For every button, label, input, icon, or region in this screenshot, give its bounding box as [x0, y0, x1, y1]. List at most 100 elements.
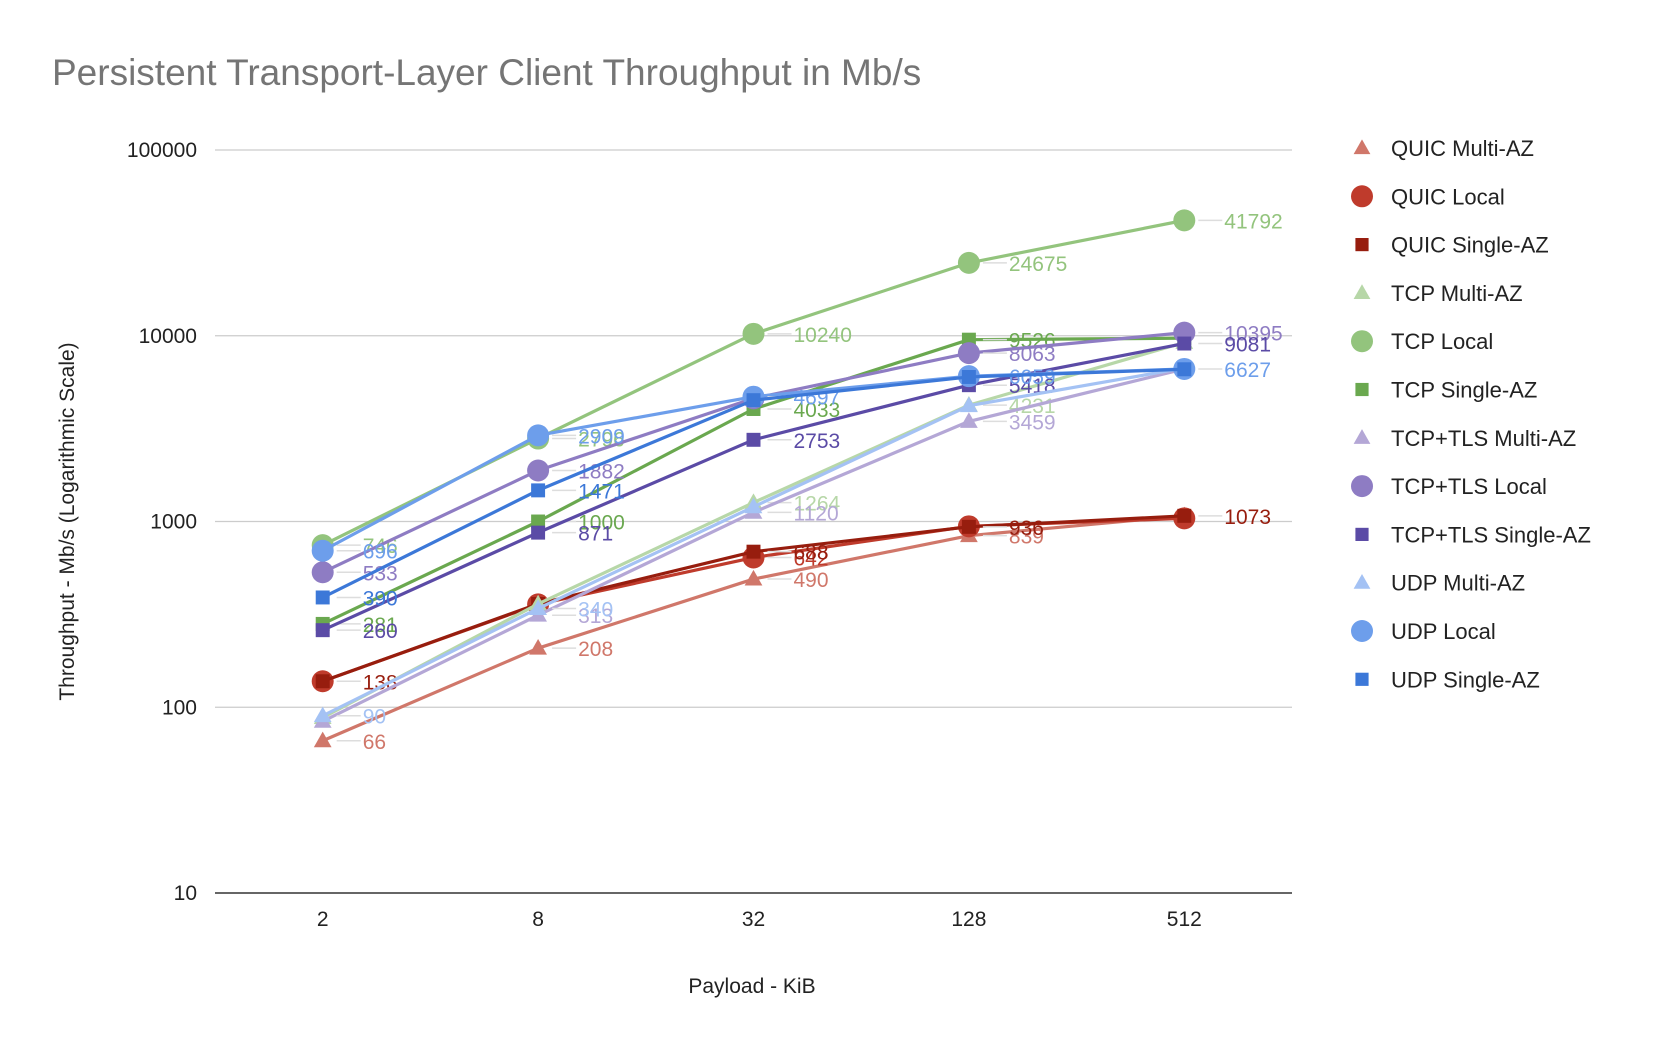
- data-label: 10240: [794, 324, 852, 347]
- data-point: [531, 483, 546, 498]
- data-point: [1177, 362, 1192, 377]
- data-point: [313, 706, 332, 723]
- legend-item-tcp-local: TCP Local: [1351, 329, 1493, 354]
- data-point: [960, 396, 978, 413]
- data-label: 1264: [794, 493, 841, 516]
- y-axis-title: Throughput - Mb/s (Logarithmic Scale): [56, 342, 79, 700]
- data-label: 1000: [578, 512, 625, 535]
- data-label: 1471: [578, 480, 625, 503]
- data-label: 340: [578, 599, 613, 622]
- data-label: 281: [363, 614, 398, 637]
- legend-label: QUIC Multi-AZ: [1391, 136, 1534, 161]
- data-label: 313: [578, 605, 613, 628]
- legend-marker: [1353, 429, 1371, 444]
- data-label: 8063: [1009, 343, 1056, 366]
- data-label: 839: [1009, 526, 1044, 549]
- data-point: [531, 525, 546, 540]
- legend-marker: [1355, 382, 1369, 397]
- data-label: 1882: [578, 460, 625, 483]
- data-point: [746, 393, 761, 408]
- data-point: [313, 731, 332, 748]
- data-point: [311, 561, 334, 584]
- data-label: 490: [794, 569, 829, 592]
- data-label: 3459: [1009, 411, 1056, 434]
- x-tick-label: 512: [1167, 908, 1202, 931]
- data-point: [957, 251, 980, 274]
- data-point: [315, 590, 330, 605]
- legend-item-quic-multi-az: QUIC Multi-AZ: [1353, 136, 1534, 161]
- data-label: 41792: [1224, 210, 1282, 233]
- legend-label: TCP+TLS Local: [1391, 474, 1547, 499]
- x-tick-label: 8: [532, 908, 544, 931]
- data-label: 24675: [1009, 253, 1067, 276]
- data-label: 533: [363, 562, 398, 585]
- data-point: [1177, 336, 1192, 351]
- data-label: 260: [363, 620, 398, 643]
- data-label: 90: [363, 706, 386, 729]
- series-quic-local: 642: [311, 507, 1196, 693]
- y-tick-label: 10000: [139, 325, 197, 348]
- legend-item-tcp-tls-single-az: TCP+TLS Single-AZ: [1355, 522, 1591, 547]
- data-point: [746, 432, 761, 447]
- legend-item-tcp-multi-az: TCP Multi-AZ: [1353, 281, 1523, 306]
- data-label: 1120: [794, 502, 839, 525]
- legend-item-udp-multi-az: UDP Multi-AZ: [1353, 571, 1525, 596]
- legend-label: UDP Local: [1391, 619, 1496, 644]
- legend-label: TCP+TLS Multi-AZ: [1391, 426, 1576, 451]
- data-label: 2909: [578, 425, 625, 448]
- data-label: 936: [1009, 517, 1044, 540]
- data-point: [529, 638, 547, 655]
- legend-label: TCP Local: [1391, 329, 1493, 354]
- data-point: [961, 369, 976, 384]
- data-label: 871: [578, 523, 613, 546]
- data-label: 2753: [794, 430, 841, 453]
- legend-item-tcp-single-az: TCP Single-AZ: [1355, 378, 1537, 403]
- y-tick-label: 10: [174, 882, 197, 905]
- legend-marker: [1351, 620, 1373, 642]
- legend-label: QUIC Local: [1391, 184, 1505, 209]
- data-label: 10395: [1224, 323, 1282, 346]
- legend-label: QUIC Single-AZ: [1391, 233, 1549, 258]
- data-point: [1173, 209, 1196, 232]
- x-tick-label: 128: [951, 908, 986, 931]
- data-label: 642: [794, 548, 829, 571]
- legend-marker: [1353, 139, 1371, 155]
- data-point: [960, 412, 978, 428]
- data-label: 4033: [794, 399, 841, 422]
- data-label: 66: [363, 731, 386, 754]
- data-label: 1073: [1224, 506, 1271, 529]
- data-point: [961, 519, 976, 534]
- legend-marker: [1353, 574, 1371, 589]
- data-point: [744, 497, 763, 514]
- series-udp-single-az: 390 1471: [315, 362, 1192, 610]
- data-point: [744, 569, 763, 586]
- data-point: [957, 342, 980, 365]
- legend-marker: [1353, 284, 1371, 299]
- data-label: 696: [363, 541, 398, 564]
- legend-item-quic-single-az: QUIC Single-AZ: [1355, 233, 1549, 258]
- data-point: [529, 599, 547, 615]
- legend-marker: [1355, 238, 1369, 252]
- data-point: [315, 674, 330, 689]
- data-label: 9081: [1224, 334, 1271, 357]
- data-point: [311, 539, 334, 562]
- y-tick-label: 100000: [127, 139, 197, 162]
- data-label: 6059: [1009, 366, 1056, 389]
- legend-label: UDP Single-AZ: [1391, 667, 1540, 692]
- legend-label: TCP Single-AZ: [1391, 378, 1537, 403]
- legend-marker: [1355, 527, 1369, 541]
- y-tick-label: 1000: [150, 511, 197, 534]
- data-label: 688: [794, 542, 829, 565]
- data-label: 390: [363, 587, 398, 610]
- legend-label: TCP+TLS Single-AZ: [1391, 522, 1591, 547]
- data-point: [1177, 508, 1192, 523]
- legend-marker: [1351, 185, 1373, 208]
- data-point: [742, 322, 765, 345]
- legend-item-udp-single-az: UDP Single-AZ: [1355, 667, 1540, 692]
- data-point: [527, 424, 550, 447]
- data-point: [315, 623, 330, 638]
- data-point: [531, 514, 546, 529]
- legend: QUIC Multi-AZ QUIC Local QUIC Single-AZ TCP…: [1351, 136, 1591, 692]
